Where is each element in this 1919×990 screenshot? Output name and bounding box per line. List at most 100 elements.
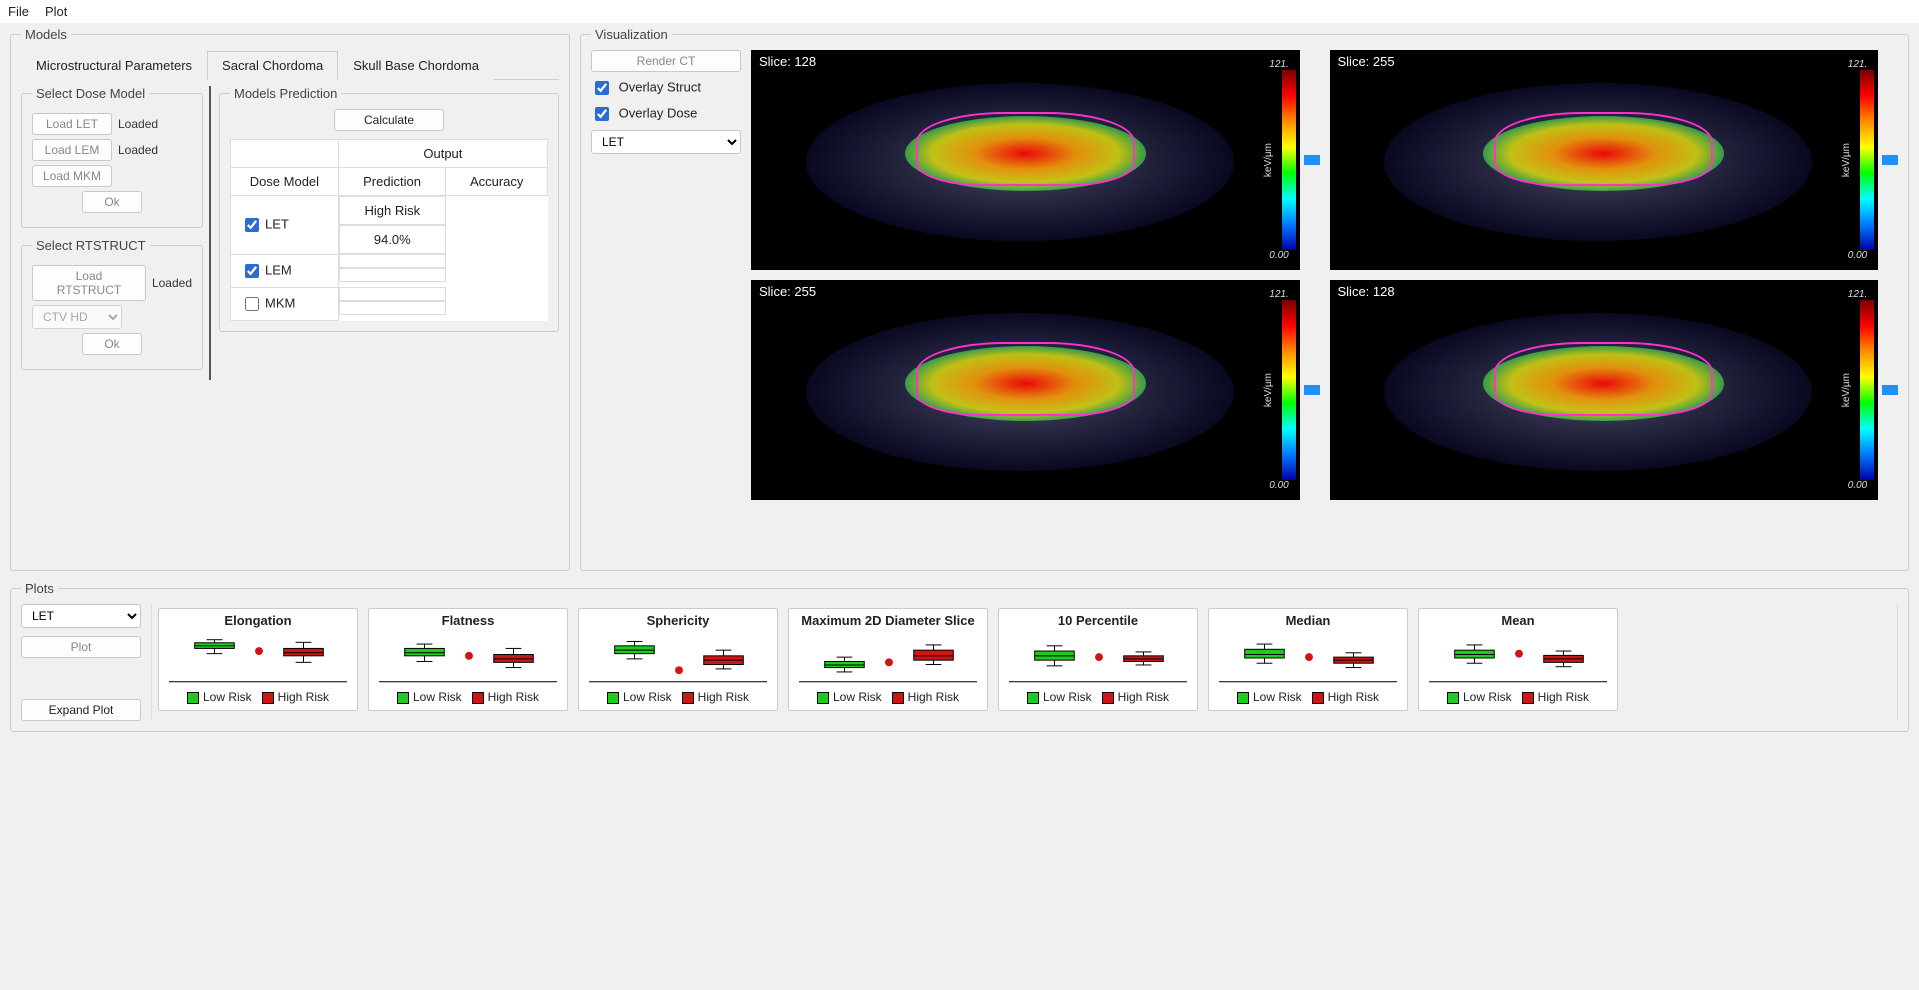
plot-card: 10 PercentileLow RiskHigh Risk xyxy=(998,608,1198,711)
plot-title: Flatness xyxy=(375,613,561,628)
models-panel: Models Microstructural Parameters Sacral… xyxy=(10,27,570,571)
ct-slice-view[interactable]: Slice: 128 121.keV/µm0.00 xyxy=(1330,280,1879,500)
pred-let-prediction: High Risk xyxy=(339,196,446,225)
viz-controls: Render CT Overlay Struct Overlay Dose LE… xyxy=(591,50,741,500)
tab-skull-base-chordoma[interactable]: Skull Base Chordoma xyxy=(338,51,494,80)
plot-title: Maximum 2D Diameter Slice xyxy=(795,613,981,628)
boxplot xyxy=(795,630,981,686)
plots-panel: Plots LET Plot Expand Plot Elongation Low… xyxy=(10,581,1909,732)
plots-legend: Plots xyxy=(21,581,58,596)
slice-label: Slice: 128 xyxy=(759,54,816,69)
load-rtstruct-status: Loaded xyxy=(152,276,192,290)
ct-slice-view[interactable]: Slice: 255121.keV/µm0.00 xyxy=(751,280,1300,500)
slice-label: Slice: 128 xyxy=(1338,284,1395,299)
rtstruct-select[interactable]: CTV HD xyxy=(32,305,122,329)
plot-card: Mean Low RiskHigh Risk xyxy=(1418,608,1618,711)
load-let-button[interactable]: Load LET xyxy=(32,113,112,135)
menu-plot[interactable]: Plot xyxy=(45,4,67,19)
pred-mkm-prediction xyxy=(339,287,446,301)
plot-legend: Low RiskHigh Risk xyxy=(1215,690,1401,704)
slice-slider-handle[interactable] xyxy=(1882,155,1898,165)
viz-mode-select[interactable]: LET xyxy=(591,130,741,154)
plot-card: Elongation Low RiskHigh Risk xyxy=(158,608,358,711)
colorbar: 121.keV/µm0.00 xyxy=(1263,280,1296,500)
overlay-struct-checkbox[interactable] xyxy=(595,81,609,95)
pred-lem-prediction xyxy=(339,254,446,268)
pred-mkm-label: MKM xyxy=(265,295,295,310)
plot-card: Flatness Low RiskHigh Risk xyxy=(368,608,568,711)
prediction-row: LEM xyxy=(231,254,548,287)
slice-panel: Slice: 255 121.keV/µm0.00 xyxy=(1330,50,1899,270)
expand-plot-button[interactable]: Expand Plot xyxy=(21,699,141,721)
tab-microstructural[interactable]: Microstructural Parameters xyxy=(21,51,207,80)
plot-legend: Low RiskHigh Risk xyxy=(1005,690,1191,704)
pred-mkm-checkbox[interactable] xyxy=(245,297,259,311)
rtstruct-ok-button[interactable]: Ok xyxy=(82,333,142,355)
pred-let-accuracy: 94.0% xyxy=(339,225,446,254)
pred-lem-label: LEM xyxy=(265,262,292,277)
boxplot xyxy=(1215,630,1401,686)
slice-panel: Slice: 255121.keV/µm0.00 xyxy=(751,280,1320,500)
boxplot xyxy=(375,630,561,686)
overlay-dose-checkbox[interactable] xyxy=(595,107,609,121)
select-dose-model-panel: Select Dose Model Load LET Loaded Load L… xyxy=(21,86,203,228)
menu-file[interactable]: File xyxy=(8,4,29,19)
plot-legend: Low RiskHigh Risk xyxy=(165,690,351,704)
load-let-status: Loaded xyxy=(118,117,158,131)
boxplot xyxy=(1425,630,1611,686)
models-tabbar: Microstructural Parameters Sacral Chordo… xyxy=(21,50,559,80)
plots-mode-select[interactable]: LET xyxy=(21,604,141,628)
plot-title: Sphericity xyxy=(585,613,771,628)
prediction-table: Output Dose Model Prediction Accuracy LE… xyxy=(230,139,548,321)
col-prediction: Prediction xyxy=(338,168,446,196)
ct-slice-view[interactable]: Slice: 128121.keV/µm0.00 xyxy=(751,50,1300,270)
pred-lem-accuracy xyxy=(339,268,446,282)
pred-let-checkbox[interactable] xyxy=(245,218,259,232)
dose-ok-button[interactable]: Ok xyxy=(82,191,142,213)
overlay-struct-label: Overlay Struct xyxy=(591,78,741,98)
boxplot xyxy=(165,630,351,686)
boxplot xyxy=(1005,630,1191,686)
boxplot xyxy=(585,630,771,686)
select-rtstruct-legend: Select RTSTRUCT xyxy=(32,238,150,253)
select-dose-model-legend: Select Dose Model xyxy=(32,86,149,101)
plot-card: Sphericity Low RiskHigh Risk xyxy=(578,608,778,711)
calculate-button[interactable]: Calculate xyxy=(334,109,444,131)
models-prediction-legend: Models Prediction xyxy=(230,86,341,101)
tab-sacral-chordoma[interactable]: Sacral Chordoma xyxy=(207,51,338,80)
plot-title: Mean xyxy=(1425,613,1611,628)
slice-label: Slice: 255 xyxy=(1338,54,1395,69)
slice-slider-handle[interactable] xyxy=(1882,385,1898,395)
load-rtstruct-button[interactable]: Load RTSTRUCT xyxy=(32,265,146,301)
plot-legend: Low RiskHigh Risk xyxy=(585,690,771,704)
load-mkm-button[interactable]: Load MKM xyxy=(32,165,112,187)
models-legend: Models xyxy=(21,27,71,42)
pred-lem-checkbox[interactable] xyxy=(245,264,259,278)
slice-panel: Slice: 128 121.keV/µm0.00 xyxy=(1330,280,1899,500)
plot-button[interactable]: Plot xyxy=(21,636,141,658)
plot-legend: Low RiskHigh Risk xyxy=(795,690,981,704)
plots-scroll[interactable]: Elongation Low RiskHigh Risk Flatness Low R… xyxy=(151,604,1898,721)
slice-slider-handle[interactable] xyxy=(1304,385,1320,395)
prediction-output-header: Output xyxy=(338,140,547,168)
plot-legend: Low RiskHigh Risk xyxy=(375,690,561,704)
load-lem-button[interactable]: Load LEM xyxy=(32,139,112,161)
plot-title: Elongation xyxy=(165,613,351,628)
pred-mkm-accuracy xyxy=(339,301,446,315)
render-ct-button[interactable]: Render CT xyxy=(591,50,741,72)
col-dose-model: Dose Model xyxy=(231,168,339,196)
colorbar: 121.keV/µm0.00 xyxy=(1841,280,1874,500)
visualization-legend: Visualization xyxy=(591,27,672,42)
plot-title: Median xyxy=(1215,613,1401,628)
prediction-row: MKM xyxy=(231,287,548,320)
ct-slice-view[interactable]: Slice: 255 121.keV/µm0.00 xyxy=(1330,50,1879,270)
load-lem-status: Loaded xyxy=(118,143,158,157)
plot-legend: Low RiskHigh Risk xyxy=(1425,690,1611,704)
col-accuracy: Accuracy xyxy=(446,168,548,196)
plot-card: Maximum 2D Diameter Slice Low RiskHigh Ri… xyxy=(788,608,988,711)
colorbar: 121.keV/µm0.00 xyxy=(1841,50,1874,270)
menu-bar: File Plot xyxy=(0,0,1919,23)
select-rtstruct-panel: Select RTSTRUCT Load RTSTRUCT Loaded CTV… xyxy=(21,238,203,370)
slice-slider-handle[interactable] xyxy=(1304,155,1320,165)
models-prediction-panel: Models Prediction Calculate Output Dose … xyxy=(219,86,559,332)
